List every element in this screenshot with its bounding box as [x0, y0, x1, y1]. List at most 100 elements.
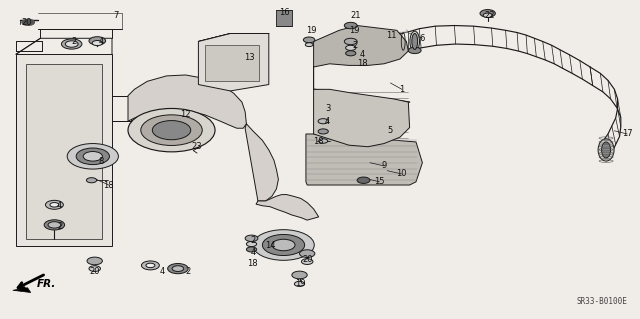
Circle shape [92, 41, 102, 46]
Text: 2: 2 [57, 222, 62, 231]
Text: 2: 2 [352, 41, 357, 50]
Polygon shape [13, 288, 31, 293]
Text: 4: 4 [99, 37, 104, 46]
Text: 22: 22 [484, 11, 495, 20]
Text: 2: 2 [185, 267, 190, 276]
Text: 9: 9 [381, 161, 387, 170]
Circle shape [245, 235, 258, 241]
Circle shape [168, 263, 188, 274]
Polygon shape [256, 195, 319, 220]
Text: 23: 23 [191, 142, 202, 151]
Text: 10: 10 [396, 169, 406, 178]
Bar [276, 10, 292, 26]
Circle shape [294, 281, 305, 286]
Circle shape [89, 37, 106, 45]
Circle shape [408, 47, 421, 54]
Text: 18: 18 [314, 137, 324, 146]
Circle shape [65, 41, 78, 47]
Circle shape [344, 22, 357, 29]
Polygon shape [16, 54, 112, 246]
Text: 3: 3 [325, 104, 330, 113]
Circle shape [246, 241, 257, 247]
Circle shape [483, 13, 492, 18]
Circle shape [301, 259, 313, 264]
Text: 2: 2 [71, 37, 76, 46]
Text: 4: 4 [360, 50, 365, 59]
Text: 17: 17 [622, 130, 632, 138]
Circle shape [83, 152, 102, 161]
Text: 20: 20 [22, 18, 32, 27]
Polygon shape [306, 134, 422, 185]
Text: 8: 8 [99, 157, 104, 166]
Circle shape [61, 39, 82, 49]
Circle shape [272, 239, 295, 251]
Text: 5: 5 [388, 126, 393, 135]
Ellipse shape [412, 33, 418, 49]
Circle shape [246, 247, 257, 252]
Text: 4: 4 [57, 201, 62, 210]
Polygon shape [198, 33, 269, 91]
Circle shape [480, 10, 495, 17]
Text: 18: 18 [104, 181, 114, 189]
Text: 11: 11 [387, 31, 397, 40]
Circle shape [87, 257, 102, 265]
Text: 20: 20 [90, 267, 100, 276]
Circle shape [89, 266, 100, 271]
Text: 14: 14 [265, 241, 275, 250]
Polygon shape [314, 26, 408, 89]
Circle shape [86, 178, 97, 183]
Text: 4: 4 [159, 267, 164, 276]
Circle shape [319, 139, 328, 143]
Circle shape [346, 45, 356, 50]
Circle shape [305, 43, 313, 47]
Circle shape [303, 37, 315, 43]
Circle shape [141, 261, 159, 270]
Text: SR33-B0100E: SR33-B0100E [577, 297, 627, 306]
Text: 2: 2 [250, 236, 255, 245]
Circle shape [141, 115, 202, 145]
Circle shape [152, 121, 191, 140]
Circle shape [344, 38, 357, 45]
Text: 7: 7 [114, 11, 119, 20]
Circle shape [300, 250, 315, 257]
Text: 18: 18 [248, 259, 258, 268]
Text: 20: 20 [302, 256, 312, 264]
Text: 18: 18 [357, 59, 367, 68]
Ellipse shape [598, 139, 614, 161]
Text: 6: 6 [420, 34, 425, 43]
Text: 19: 19 [296, 279, 306, 288]
Circle shape [262, 234, 305, 256]
Circle shape [44, 220, 65, 230]
Polygon shape [314, 89, 410, 147]
Polygon shape [26, 64, 102, 239]
Text: 15: 15 [374, 177, 385, 186]
Text: 16: 16 [280, 8, 290, 17]
Text: 1: 1 [399, 85, 404, 94]
Circle shape [318, 119, 328, 124]
Text: 21: 21 [350, 11, 360, 20]
Circle shape [128, 108, 215, 152]
Circle shape [146, 263, 155, 268]
Text: 4: 4 [250, 248, 255, 256]
Circle shape [67, 144, 118, 169]
Text: 4: 4 [325, 117, 330, 126]
Ellipse shape [602, 142, 611, 158]
Circle shape [172, 266, 184, 271]
Text: 19: 19 [349, 26, 360, 35]
Circle shape [45, 200, 63, 209]
Circle shape [253, 230, 314, 260]
Bar [205, 45, 259, 81]
Circle shape [48, 222, 61, 228]
Polygon shape [128, 75, 246, 128]
Polygon shape [245, 124, 278, 201]
Text: 12: 12 [180, 110, 191, 119]
Text: 19: 19 [306, 26, 316, 35]
Ellipse shape [410, 31, 420, 52]
Text: 13: 13 [244, 53, 255, 62]
Circle shape [292, 271, 307, 279]
Circle shape [346, 51, 356, 56]
Circle shape [76, 148, 109, 165]
Circle shape [22, 19, 35, 26]
Circle shape [50, 203, 59, 207]
Circle shape [357, 177, 370, 183]
